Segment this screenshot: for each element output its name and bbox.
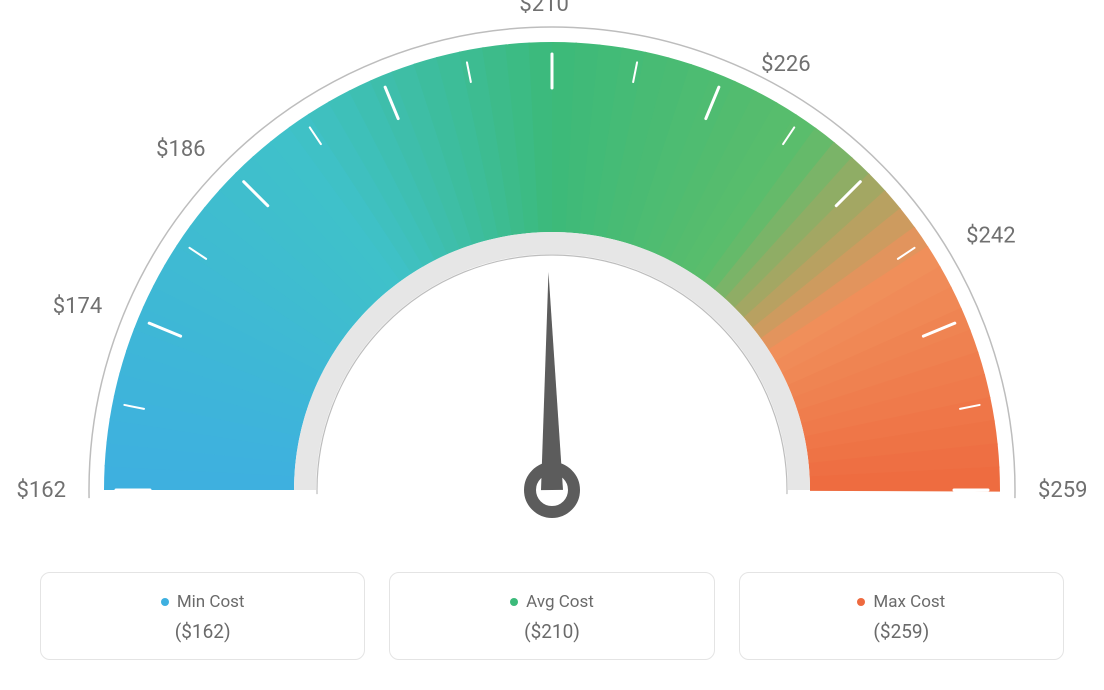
- legend-label: Max Cost: [857, 592, 945, 612]
- legend-card: Avg Cost ($210): [389, 572, 714, 660]
- tick-label: $226: [761, 52, 810, 77]
- legend-dot: [161, 598, 169, 606]
- tick-label: $210: [519, 0, 568, 17]
- legend-value: ($162): [41, 620, 364, 643]
- legend-card: Max Cost ($259): [739, 572, 1064, 660]
- cost-gauge-chart: $162 $174 $186 $210 $226 $242 $259 Min Cost ($1…: [0, 0, 1104, 690]
- tick-label: $259: [1038, 478, 1087, 503]
- tick-label: $162: [17, 478, 66, 503]
- gauge-needle: [541, 272, 563, 490]
- legend-label-text: Min Cost: [177, 592, 245, 612]
- legend-card: Min Cost ($162): [40, 572, 365, 660]
- gauge-svg: $162 $174 $186 $210 $226 $242 $259: [0, 0, 1104, 560]
- legend-dot: [857, 598, 865, 606]
- legend-label: Min Cost: [161, 592, 245, 612]
- legend-row: Min Cost ($162) Avg Cost ($210) Max Cost ($25…: [40, 572, 1064, 660]
- legend-label-text: Max Cost: [873, 592, 945, 612]
- tick-label: $242: [966, 224, 1015, 249]
- legend-dot: [510, 598, 518, 606]
- legend-label-text: Avg Cost: [526, 592, 594, 612]
- legend-value: ($210): [390, 620, 713, 643]
- tick-label: $174: [53, 294, 102, 319]
- legend-label: Avg Cost: [510, 592, 594, 612]
- gauge-area: $162 $174 $186 $210 $226 $242 $259: [0, 0, 1104, 560]
- legend-value: ($259): [740, 620, 1063, 643]
- tick-label: $186: [156, 137, 205, 162]
